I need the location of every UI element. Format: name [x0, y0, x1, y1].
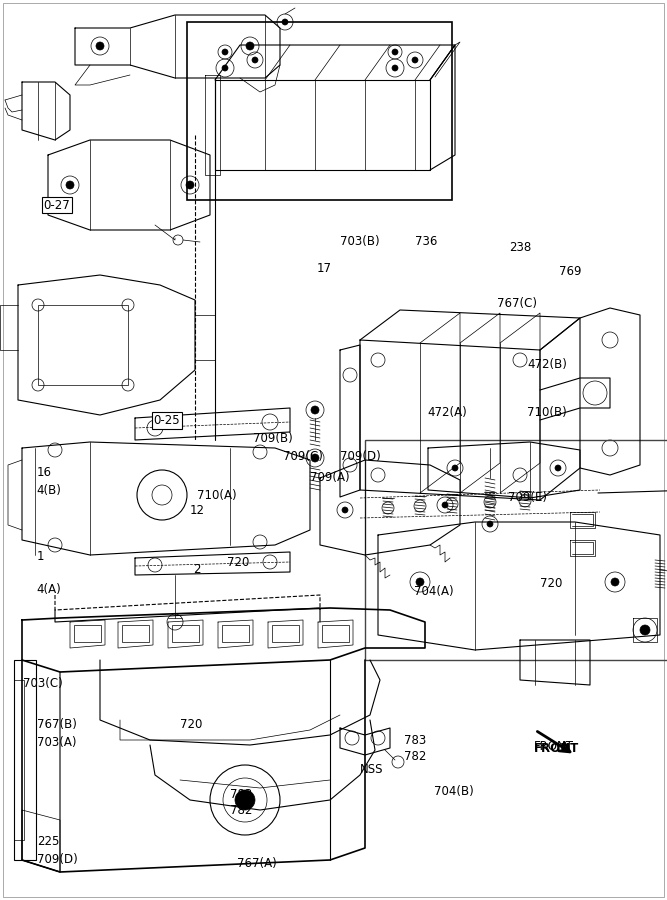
- Text: 767(A): 767(A): [237, 858, 277, 870]
- Text: 709(B): 709(B): [253, 432, 293, 445]
- Circle shape: [392, 65, 398, 71]
- Circle shape: [442, 502, 448, 508]
- Bar: [38, 305, 128, 385]
- Bar: [187, 22, 452, 200]
- Text: 782: 782: [404, 750, 426, 762]
- Circle shape: [96, 42, 104, 50]
- Text: 767(C): 767(C): [497, 297, 537, 310]
- Text: 472(B): 472(B): [527, 358, 567, 371]
- Circle shape: [252, 57, 258, 63]
- Text: 709(D): 709(D): [340, 450, 381, 463]
- Text: 709(A): 709(A): [310, 471, 350, 483]
- Circle shape: [342, 507, 348, 513]
- Text: 720: 720: [180, 718, 203, 731]
- Text: 2: 2: [193, 563, 201, 576]
- Text: NSS: NSS: [360, 763, 384, 776]
- Text: 704(B): 704(B): [434, 786, 474, 798]
- Circle shape: [311, 454, 319, 462]
- Circle shape: [222, 65, 228, 71]
- Text: 783: 783: [230, 788, 252, 801]
- Text: 782: 782: [230, 804, 253, 816]
- Text: FRONT: FRONT: [534, 741, 574, 753]
- Text: 709(E): 709(E): [508, 491, 547, 504]
- Bar: [322, 625, 349, 642]
- Text: 472(A): 472(A): [427, 406, 467, 419]
- Text: 709(D): 709(D): [37, 853, 77, 866]
- Text: 703(C): 703(C): [23, 678, 63, 690]
- Text: 0-25: 0-25: [153, 414, 180, 427]
- Text: 710(A): 710(A): [197, 489, 236, 501]
- Circle shape: [452, 465, 458, 471]
- Text: 238: 238: [510, 241, 532, 254]
- Text: 703(B): 703(B): [340, 235, 380, 248]
- Text: 769: 769: [559, 266, 582, 278]
- Bar: [222, 625, 249, 642]
- Text: 710(B): 710(B): [527, 406, 567, 419]
- Text: 12: 12: [190, 504, 205, 517]
- Circle shape: [311, 406, 319, 414]
- Text: 720: 720: [540, 577, 563, 590]
- Circle shape: [186, 181, 194, 189]
- Text: 767(B): 767(B): [37, 718, 77, 731]
- Bar: [14, 660, 36, 860]
- Text: 17: 17: [317, 262, 331, 274]
- Circle shape: [555, 465, 561, 471]
- Text: 783: 783: [404, 734, 426, 747]
- Bar: [14, 680, 24, 840]
- Circle shape: [412, 57, 418, 63]
- Text: 704(A): 704(A): [414, 585, 453, 598]
- Circle shape: [416, 578, 424, 586]
- Text: 709(C): 709(C): [283, 450, 323, 463]
- Circle shape: [246, 42, 254, 50]
- Text: 703(A): 703(A): [37, 736, 76, 749]
- Text: 720: 720: [227, 556, 249, 569]
- Text: 0-27: 0-27: [43, 199, 70, 212]
- Text: 225: 225: [37, 835, 59, 848]
- Text: 4(A): 4(A): [37, 583, 61, 596]
- Text: 736: 736: [415, 235, 438, 248]
- Bar: [172, 625, 199, 642]
- Bar: [272, 625, 299, 642]
- Circle shape: [392, 49, 398, 55]
- Text: 16: 16: [37, 466, 51, 479]
- Bar: [122, 625, 149, 642]
- Circle shape: [222, 49, 228, 55]
- Bar: [74, 625, 101, 642]
- Bar: [365, 440, 667, 660]
- Text: 4(B): 4(B): [37, 484, 61, 497]
- Text: FRONT: FRONT: [534, 742, 579, 754]
- Circle shape: [282, 19, 288, 25]
- Circle shape: [66, 181, 74, 189]
- Text: 1: 1: [37, 550, 44, 562]
- Circle shape: [640, 625, 650, 635]
- Circle shape: [235, 790, 255, 810]
- Circle shape: [487, 521, 493, 527]
- Circle shape: [611, 578, 619, 586]
